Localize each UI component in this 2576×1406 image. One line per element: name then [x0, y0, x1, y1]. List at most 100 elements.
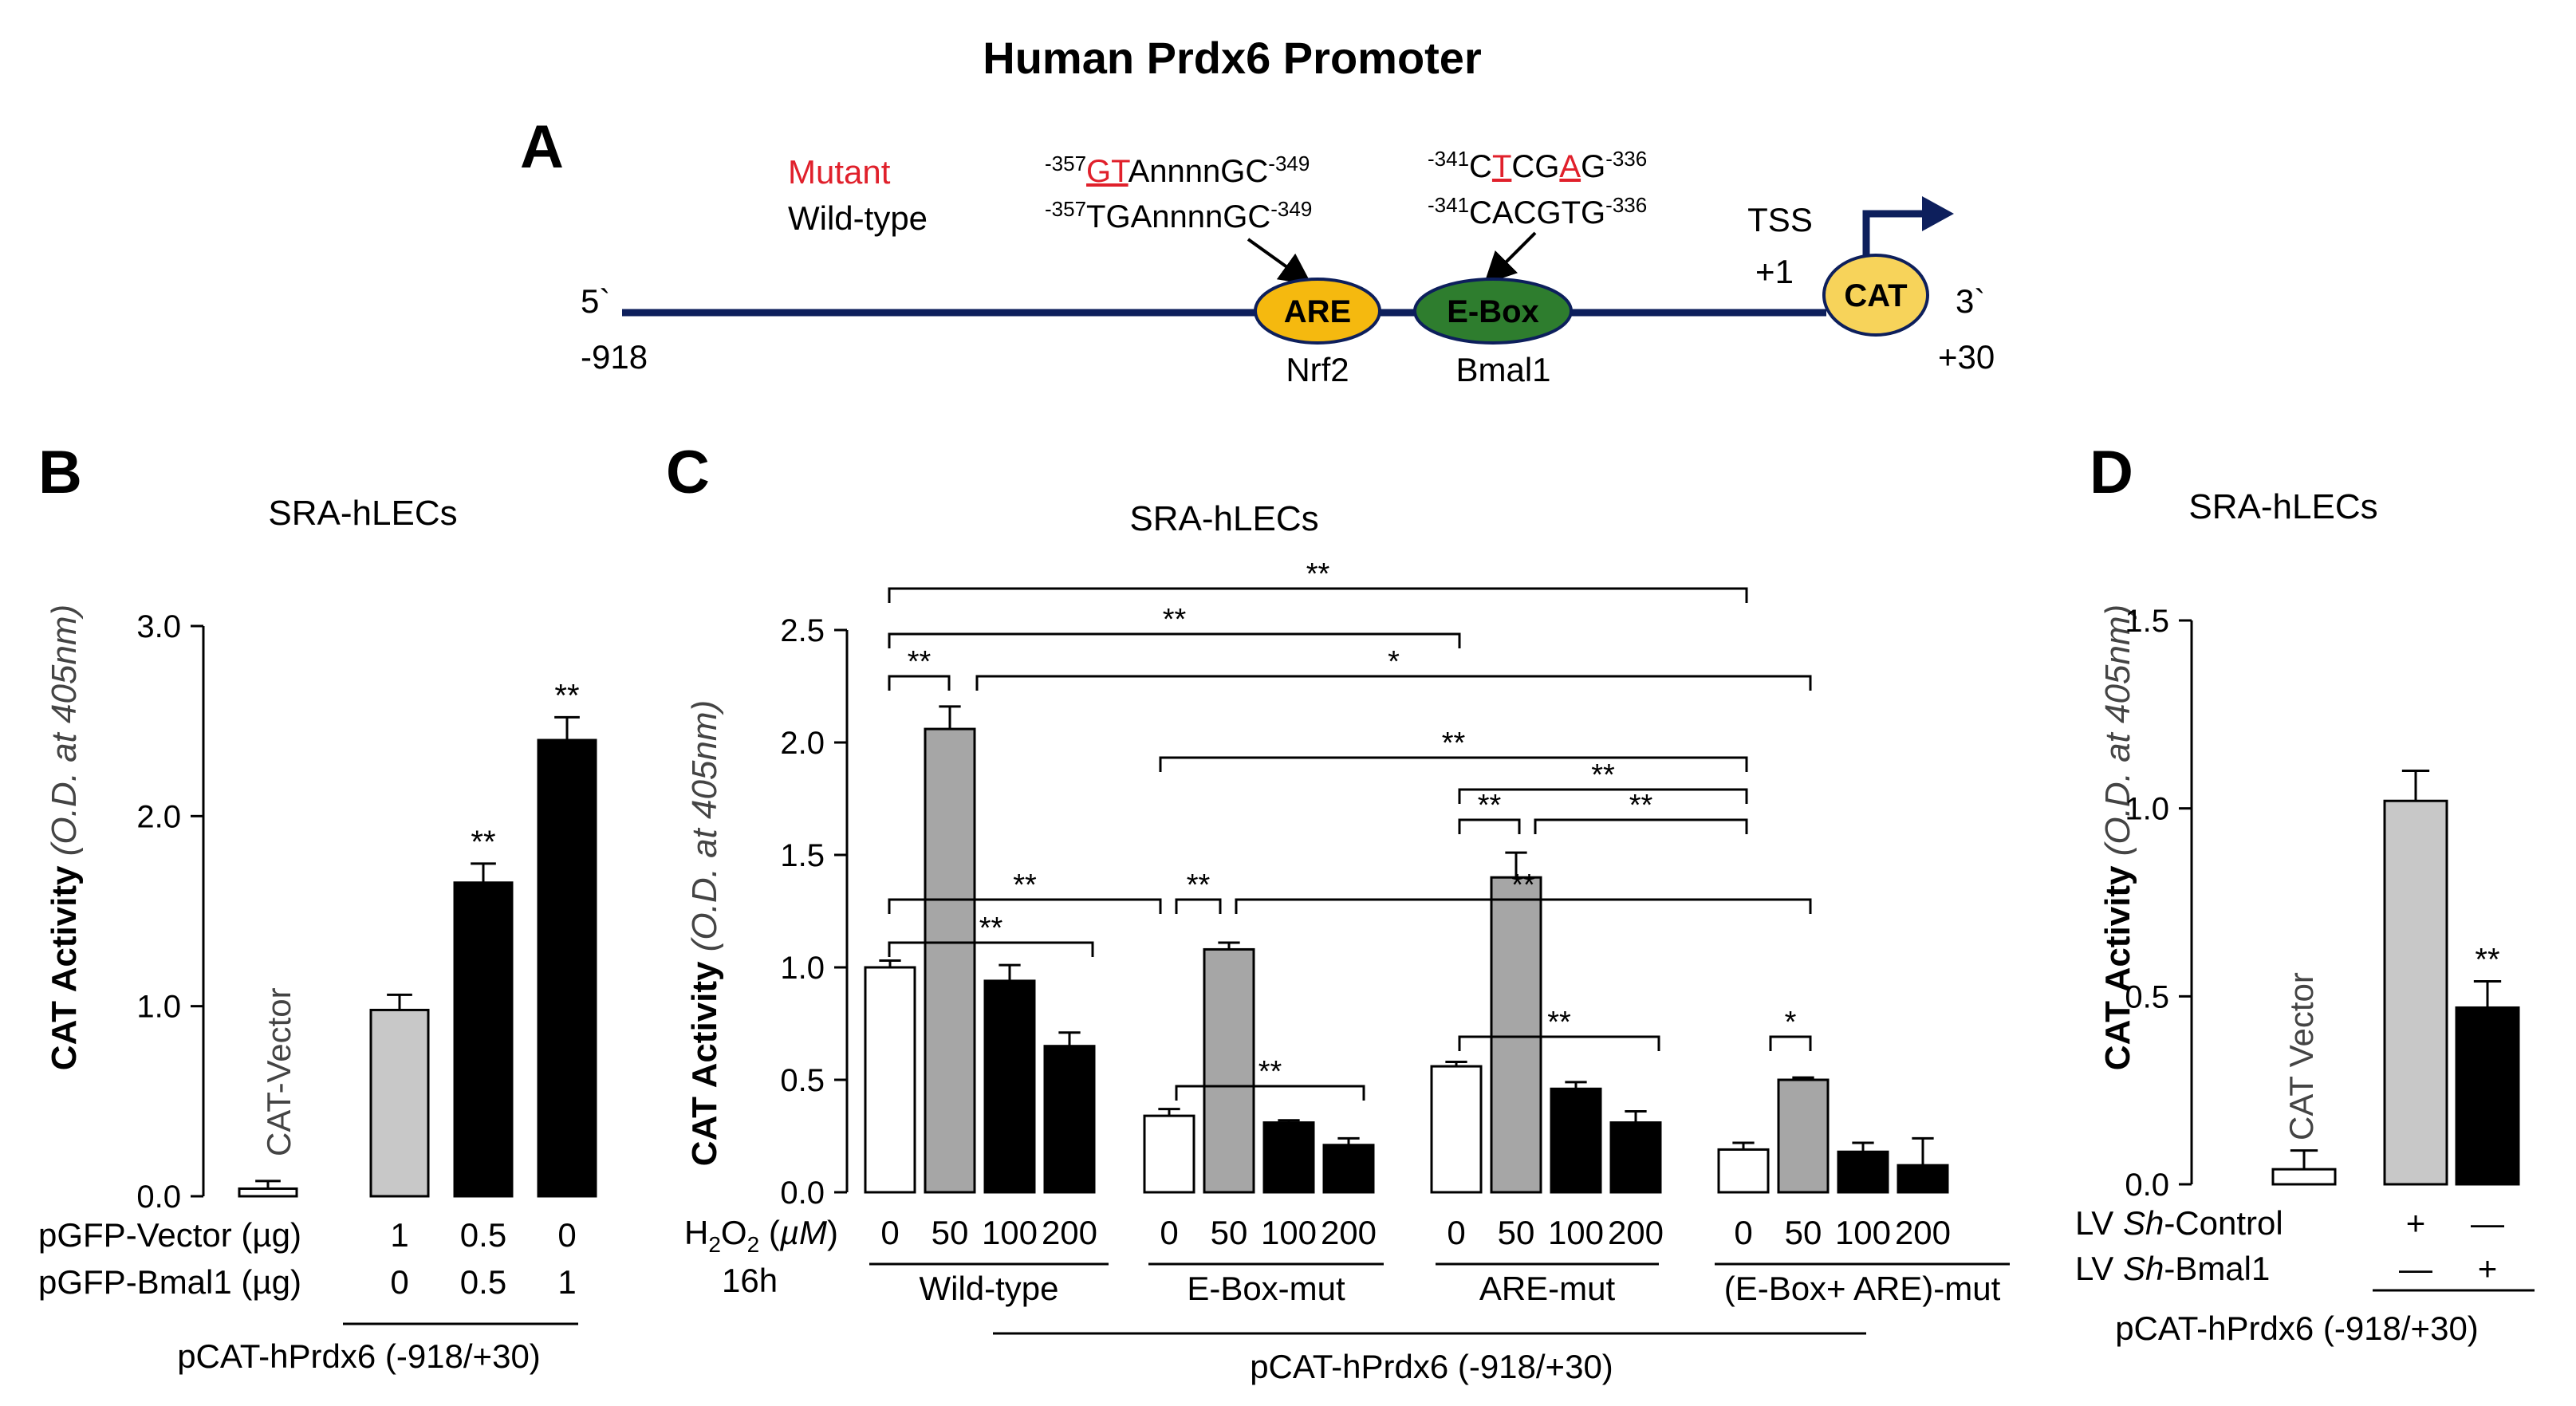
panel-c-bracket — [1769, 1035, 1812, 1051]
panel-b-condition-value: 0.5 — [460, 1216, 506, 1254]
panel-d-row-label-control: LV Sh-Control — [2075, 1204, 2283, 1242]
ebox-factor-label: Bmal1 — [1455, 351, 1550, 388]
panel-c-y-tick-label: 2.5 — [780, 613, 825, 648]
panel-b-bar-annotation: CAT-Vector — [260, 987, 297, 1156]
panel-b-significance: ** — [471, 825, 495, 860]
panel-c-bracket — [1458, 1035, 1660, 1051]
panel-b-title: SRA-hLECs — [268, 494, 457, 533]
panel-b-condition-value: 0.5 — [460, 1263, 506, 1301]
panel-b-condition-value: 1 — [390, 1216, 408, 1254]
panel-b: B SRA-hLECs CAT Activity (O.D. at 405nm)… — [38, 439, 597, 1375]
panel-c-significance: ** — [908, 645, 932, 679]
panel-c-bars — [864, 705, 1949, 1194]
panel-c-axes: 0.0 0.5 1.0 1.5 2.0 2.5 — [780, 613, 849, 1211]
panel-d-condition-rows: + — — + — [2399, 1204, 2504, 1287]
panel-c-dose-label: 200 — [1608, 1214, 1664, 1251]
panel-c-significance: ** — [1187, 868, 1211, 902]
panel-label-b: B — [38, 439, 82, 506]
panel-d-condition-value: + — [2478, 1250, 2498, 1287]
panel-c-bracket — [1175, 898, 1222, 914]
panel-c-dose-label: 0 — [1447, 1214, 1465, 1251]
svg-text:CAT Activity (O.D. at 405nm): CAT Activity (O.D. at 405nm) — [2098, 605, 2137, 1070]
panel-c-bracket — [888, 941, 1094, 957]
panel-label-c: C — [666, 439, 710, 506]
panel-c-bar — [924, 727, 976, 1194]
panel-c-y-tick-label: 1.5 — [780, 838, 825, 873]
ebox-element — [1413, 278, 1573, 345]
tss-position-label: +1 — [1755, 253, 1794, 290]
tss-arrow-head — [1922, 196, 1954, 231]
tss-arrow-stem — [1862, 210, 1928, 263]
panel-b-row-label-bmal1: pGFP-Bmal1 (µg) — [38, 1263, 301, 1301]
panel-b-y-tick-label: 0.0 — [136, 1180, 181, 1215]
panel-c-bar — [1550, 1087, 1602, 1194]
panel-label-a: A — [520, 113, 564, 181]
end-position-label: +30 — [1938, 338, 1995, 376]
ebox-wildtype-sequence: -341CACGTG-336 — [1428, 193, 1647, 230]
panel-c-significance: ** — [1511, 868, 1535, 902]
panel-c-bar — [1897, 1164, 1949, 1194]
panel-c-dose-label: 50 — [932, 1214, 969, 1251]
panel-c-dose-label: 100 — [1261, 1214, 1317, 1251]
panel-c-group-label: (E-Box+ ARE)-mut — [1724, 1270, 2001, 1307]
are-mutant-sequence: -357GTAnnnnGC-349 — [1045, 152, 1310, 189]
panel-c-y-tick-label: 0.5 — [780, 1063, 825, 1098]
panel-b-bar — [453, 881, 514, 1198]
panel-a: Human Prdx6 Promoter A Mutant Wild-type … — [520, 33, 1995, 388]
panel-c-group-label: Wild-type — [919, 1270, 1058, 1307]
are-factor-label: Nrf2 — [1286, 351, 1349, 388]
are-wildtype-sequence: -357TGAnnnnGC-349 — [1045, 197, 1312, 234]
panel-b-condition-value: 0 — [390, 1263, 408, 1301]
panel-d-construct-label: pCAT-hPrdx6 (-918/+30) — [2115, 1310, 2479, 1347]
panel-c-bracket — [888, 675, 951, 691]
panel-c-group-label: E-Box-mut — [1187, 1270, 1345, 1307]
panel-c-y-tick-label: 1.0 — [780, 951, 825, 986]
figure-title: Human Prdx6 Promoter — [983, 33, 1482, 83]
panel-c-bar — [1322, 1144, 1375, 1194]
panel-c-dose-label: 50 — [1498, 1214, 1535, 1251]
panel-c-title: SRA-hLECs — [1129, 499, 1318, 538]
panel-c-bar — [1143, 1114, 1195, 1194]
ebox-pointer-arrow — [1483, 231, 1537, 285]
panel-c-bar — [983, 979, 1036, 1194]
panel-c-significance: ** — [1547, 1006, 1571, 1039]
panel-c-bar — [1717, 1148, 1770, 1194]
panel-c-dose-label: 100 — [982, 1214, 1038, 1251]
panel-b-condition-value: 0 — [557, 1216, 576, 1254]
panel-c-construct-label: pCAT-hPrdx6 (-918/+30) — [1250, 1348, 1613, 1385]
panel-c-significance: ** — [979, 912, 1003, 945]
panel-b-y-tick-label: 3.0 — [136, 609, 181, 644]
panel-c-y-tick-label: 2.0 — [780, 726, 825, 761]
panel-c-bracket — [1458, 788, 1748, 804]
panel-d-row-label-bmal1: LV Sh-Bmal1 — [2075, 1250, 2270, 1287]
panel-c-bar — [1203, 947, 1255, 1194]
svg-text:CAT Activity (O.D. at 405nm): CAT Activity (O.D. at 405nm) — [685, 700, 724, 1166]
are-element — [1254, 278, 1381, 345]
panel-b-construct-label: pCAT-hPrdx6 (-918/+30) — [177, 1337, 541, 1375]
panel-d-y-axis-title: CAT Activity (O.D. at 405nm) — [2098, 605, 2137, 1070]
panel-c-bracket — [1534, 818, 1748, 834]
svg-text:CAT Activity (O.D. at 405nm): CAT Activity (O.D. at 405nm) — [45, 605, 84, 1070]
panel-c-significance: ** — [1591, 758, 1615, 792]
panel-b-bar — [537, 738, 597, 1198]
panel-c-time-label: 16h — [722, 1262, 778, 1299]
panel-b-significance: ** — [554, 678, 579, 713]
panel-c-significance: ** — [1163, 603, 1187, 636]
panel-c-y-axis-title: CAT Activity (O.D. at 405nm) — [685, 700, 724, 1166]
panel-d-condition-value: — — [2471, 1204, 2504, 1242]
panel-b-y-axis-title: CAT Activity (O.D. at 405nm) — [45, 605, 84, 1070]
panel-c-dose-axis-label: H2O2 (µM) — [684, 1214, 838, 1257]
panel-b-y-tick-label: 1.0 — [136, 990, 181, 1025]
panel-c-dose-label: 50 — [1785, 1214, 1822, 1251]
panel-c-bracket — [888, 632, 1461, 648]
panel-c-dose-label: 100 — [1548, 1214, 1604, 1251]
panel-c-bar — [1490, 876, 1542, 1194]
cat-element — [1822, 254, 1929, 337]
start-position-label: -918 — [581, 338, 648, 376]
legend-wildtype: Wild-type — [788, 199, 928, 237]
panel-c: C SRA-hLECs CAT Activity (O.D. at 405nm)… — [666, 439, 2010, 1385]
panel-d: D SRA-hLECs CAT Activity (O.D. at 405nm)… — [2075, 439, 2535, 1347]
panel-d-significance: ** — [2475, 942, 2499, 977]
panel-c-significance: ** — [1478, 789, 1502, 822]
